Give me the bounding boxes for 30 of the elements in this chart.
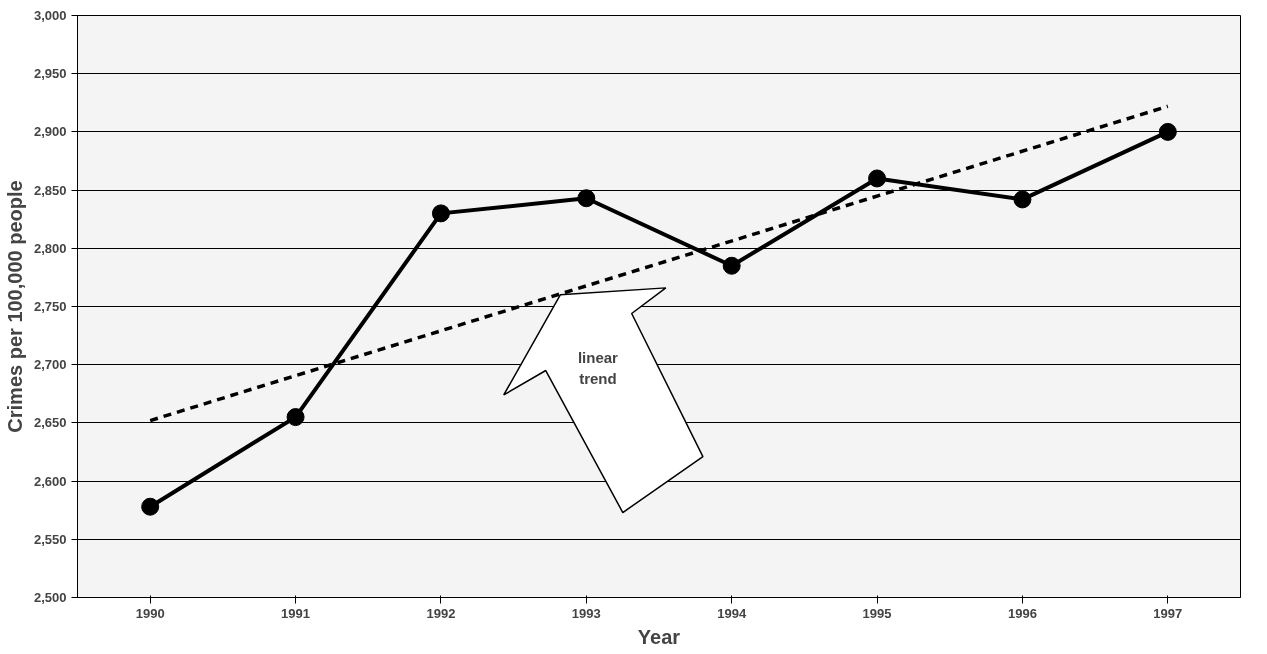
x-tick-label: 1996 [1007, 605, 1037, 621]
y-tick-label: 2,800 [33, 240, 67, 256]
point [868, 169, 887, 188]
x-tick-label: 1990 [135, 605, 165, 621]
y-tick-label: 2,600 [33, 473, 67, 489]
x-tick-label: 1993 [571, 605, 601, 621]
y-axis-title: Crimes per 100,000 people [3, 180, 26, 433]
y-tick-label: 2,500 [33, 590, 67, 605]
x-tick-label: 1997 [1153, 605, 1183, 621]
y-tick-label: 2,750 [33, 299, 67, 314]
point [431, 204, 450, 223]
x-tick-label: 1991 [281, 605, 311, 621]
point [577, 189, 596, 208]
point [722, 256, 741, 275]
annotation: linear trend [577, 349, 619, 387]
y-tick-label: 2,650 [33, 415, 67, 431]
point [286, 408, 305, 427]
y-tick-label: 2,950 [33, 66, 67, 82]
y-tick-label: 2,550 [33, 531, 67, 547]
point [1013, 190, 1032, 209]
x-axis-title: Year [637, 625, 681, 648]
point [141, 497, 160, 516]
x-tick-label: 1992 [426, 605, 456, 621]
y-tick-label: 2,900 [33, 124, 67, 140]
x-tick-label: 1995 [862, 605, 892, 621]
point [1158, 122, 1177, 141]
y-tick-label: 2,700 [33, 357, 67, 373]
x-tick-label: 1994 [717, 605, 747, 621]
y-tick-label: 2,850 [33, 182, 67, 198]
y-tick-label: 3,000 [33, 8, 67, 23]
